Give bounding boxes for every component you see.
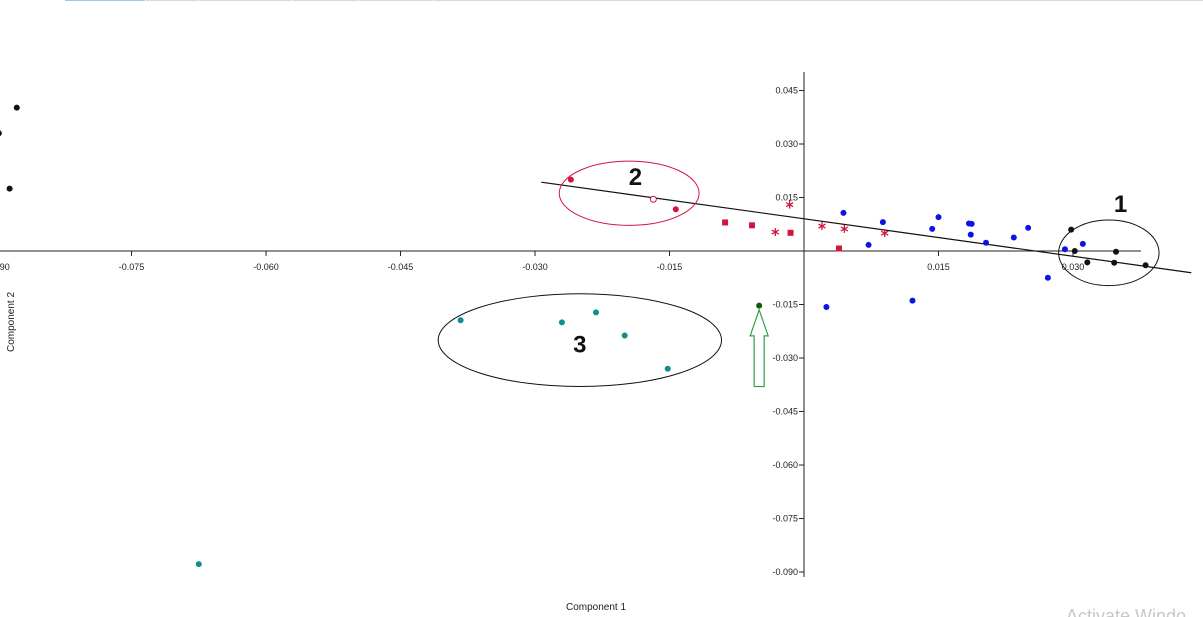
data-point bbox=[909, 297, 916, 304]
data-point bbox=[840, 224, 849, 233]
data-point bbox=[756, 302, 763, 309]
cluster-label: 2 bbox=[629, 164, 642, 191]
up-arrow bbox=[749, 308, 770, 388]
x-tick-label: -0.045 bbox=[388, 262, 414, 272]
cluster-ellipse bbox=[1058, 219, 1160, 287]
y-tick-label: -0.060 bbox=[772, 460, 798, 470]
y-tick-label: -0.090 bbox=[772, 567, 798, 577]
x-axis-title: Component 1 bbox=[566, 602, 626, 613]
data-point bbox=[6, 185, 13, 192]
data-point bbox=[1010, 234, 1017, 241]
data-points bbox=[0, 104, 1149, 568]
data-point bbox=[935, 214, 942, 221]
data-point bbox=[865, 241, 872, 248]
x-tick-label: -0.090 bbox=[0, 262, 10, 272]
data-point bbox=[879, 219, 886, 226]
data-point bbox=[880, 229, 889, 238]
data-point bbox=[621, 332, 628, 339]
tab-divider bbox=[199, 0, 291, 1]
trend-line bbox=[541, 181, 1192, 274]
data-point bbox=[1079, 240, 1086, 247]
data-point bbox=[840, 209, 847, 216]
data-point bbox=[823, 304, 830, 311]
data-point bbox=[567, 176, 574, 183]
y-tick-label: 0.030 bbox=[775, 139, 798, 149]
data-point bbox=[818, 222, 826, 231]
data-point bbox=[0, 130, 2, 137]
regression-line bbox=[541, 181, 1192, 274]
x-tick-label: 0.015 bbox=[927, 262, 950, 272]
y-tick-label: 0.015 bbox=[775, 192, 798, 202]
data-point bbox=[13, 104, 20, 111]
data-point bbox=[771, 228, 780, 237]
data-point bbox=[649, 195, 657, 203]
data-point bbox=[558, 319, 565, 326]
tab-strip bbox=[0, 0, 1203, 2]
x-tick-label: -0.075 bbox=[119, 262, 145, 272]
tab-divider bbox=[292, 0, 358, 1]
data-point bbox=[1025, 224, 1032, 231]
data-point bbox=[929, 225, 936, 232]
cluster-label: 1 bbox=[1114, 191, 1127, 218]
data-point bbox=[672, 206, 679, 213]
data-point bbox=[983, 239, 990, 246]
data-point bbox=[967, 231, 974, 238]
data-point bbox=[1068, 226, 1075, 233]
x-tick-label: -0.060 bbox=[253, 262, 279, 272]
data-point bbox=[1061, 246, 1068, 253]
axes: -0.090 -0.075 -0.060 -0.045 -0.030 -0.015 0.01… bbox=[0, 72, 1141, 577]
x-tick-label: 0.030 bbox=[1062, 262, 1085, 272]
tab-underline bbox=[65, 0, 145, 1]
x-tick-label: -0.015 bbox=[657, 262, 683, 272]
y-axis-title: Component 2 bbox=[6, 292, 17, 352]
data-point bbox=[1084, 259, 1091, 266]
data-point bbox=[968, 220, 975, 227]
cluster-ellipse bbox=[437, 293, 723, 388]
data-point bbox=[787, 229, 794, 236]
y-tick-label: -0.015 bbox=[772, 300, 798, 310]
tab-divider bbox=[146, 0, 198, 1]
data-point bbox=[835, 245, 842, 252]
cluster-ellipse bbox=[558, 160, 700, 226]
y-tick-label: 0.045 bbox=[775, 85, 798, 95]
y-tick-label: -0.030 bbox=[772, 353, 798, 363]
data-point bbox=[1142, 262, 1149, 269]
asterisk-stroke bbox=[880, 230, 889, 236]
data-point bbox=[1071, 248, 1078, 254]
data-point bbox=[722, 219, 729, 226]
x-tick-label: -0.030 bbox=[522, 262, 548, 272]
asterisk-stroke bbox=[785, 202, 794, 208]
data-point bbox=[457, 317, 464, 324]
highlight-arrow bbox=[749, 308, 770, 388]
activate-windows-watermark: Activate Windo bbox=[1066, 606, 1186, 617]
cluster-label: 3 bbox=[573, 332, 586, 359]
tab-divider bbox=[434, 0, 1203, 1]
asterisk-stroke bbox=[771, 229, 780, 235]
cluster-annotations: 1 2 3 bbox=[437, 160, 1160, 388]
data-point bbox=[785, 200, 794, 209]
tab-divider bbox=[359, 0, 433, 1]
asterisk-stroke bbox=[840, 226, 849, 232]
data-point bbox=[748, 222, 755, 229]
data-point bbox=[1044, 274, 1051, 281]
data-point bbox=[664, 365, 671, 372]
asterisk-stroke bbox=[818, 223, 826, 229]
data-point bbox=[1111, 259, 1118, 266]
y-tick-label: -0.045 bbox=[772, 407, 798, 417]
data-point bbox=[195, 561, 202, 568]
y-tick-label: -0.075 bbox=[772, 514, 798, 524]
data-point bbox=[1113, 248, 1120, 255]
data-point bbox=[592, 309, 599, 316]
